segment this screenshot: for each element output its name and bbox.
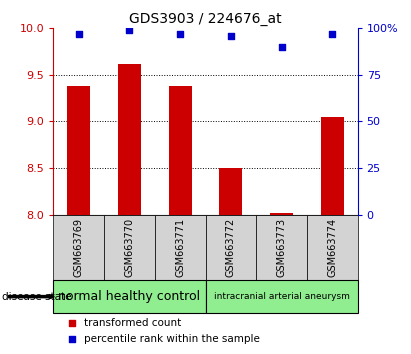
Text: percentile rank within the sample: percentile rank within the sample bbox=[84, 333, 260, 343]
Text: GSM663771: GSM663771 bbox=[175, 218, 185, 277]
Text: GSM663769: GSM663769 bbox=[74, 218, 84, 277]
Title: GDS3903 / 224676_at: GDS3903 / 224676_at bbox=[129, 12, 282, 26]
Bar bbox=[256, 215, 307, 280]
Text: GSM663772: GSM663772 bbox=[226, 218, 236, 277]
Point bbox=[329, 31, 335, 37]
Bar bbox=[53, 280, 206, 313]
Text: normal healthy control: normal healthy control bbox=[58, 290, 201, 303]
Text: GSM663774: GSM663774 bbox=[327, 218, 337, 277]
Bar bbox=[169, 86, 192, 215]
Text: GSM663773: GSM663773 bbox=[277, 218, 286, 277]
Bar bbox=[155, 215, 206, 280]
Bar bbox=[104, 215, 155, 280]
Point bbox=[228, 33, 234, 39]
Point bbox=[177, 31, 183, 37]
Bar bbox=[67, 86, 90, 215]
Point bbox=[278, 44, 285, 50]
Point bbox=[68, 336, 75, 341]
Bar bbox=[219, 168, 242, 215]
Bar bbox=[321, 117, 344, 215]
Bar bbox=[206, 280, 358, 313]
Point bbox=[126, 27, 133, 33]
Point bbox=[76, 31, 82, 37]
Text: transformed count: transformed count bbox=[84, 318, 181, 328]
Point bbox=[68, 320, 75, 326]
Text: disease state: disease state bbox=[2, 292, 72, 302]
Bar bbox=[206, 215, 256, 280]
Bar bbox=[307, 215, 358, 280]
Bar bbox=[53, 215, 104, 280]
Text: intracranial arterial aneurysm: intracranial arterial aneurysm bbox=[214, 292, 349, 301]
Bar bbox=[118, 64, 141, 215]
Bar bbox=[270, 213, 293, 215]
Text: GSM663770: GSM663770 bbox=[125, 218, 134, 277]
